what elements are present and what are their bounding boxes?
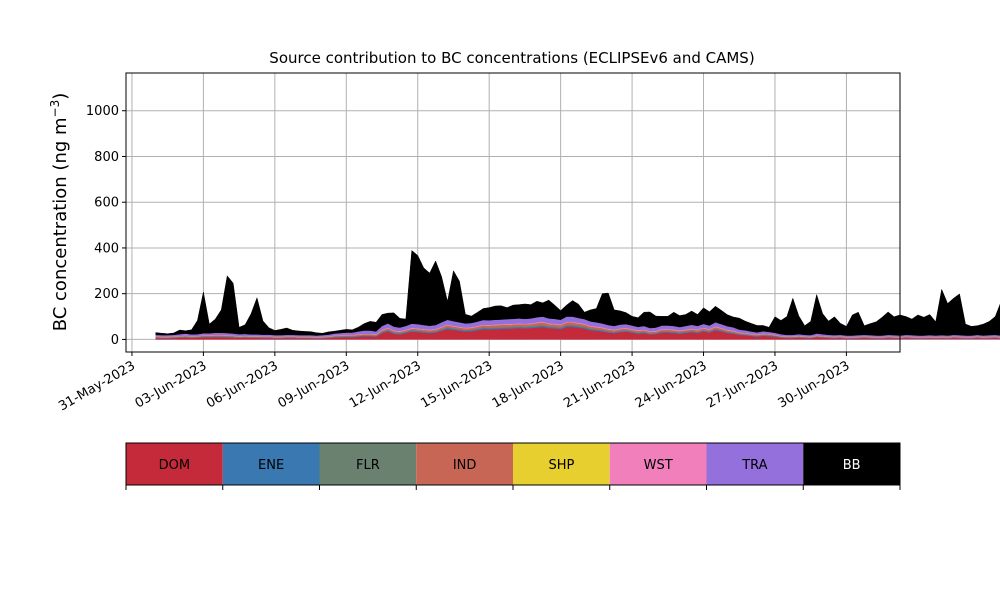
legend-label-tra: TRA bbox=[741, 458, 767, 473]
x-tick-label: 21-Jun-2023 bbox=[561, 358, 638, 411]
x-tick-label: 30-Jun-2023 bbox=[776, 358, 853, 411]
stacked-areas bbox=[155, 249, 1000, 340]
y-tick-label: 0 bbox=[111, 333, 119, 348]
y-axis-label-close: ) bbox=[50, 93, 71, 100]
legend-swatch-wst bbox=[609, 443, 707, 485]
y-axis-label-sup: −3 bbox=[48, 100, 62, 118]
x-tick-label: 12-Jun-2023 bbox=[347, 358, 424, 411]
y-tick-label: 200 bbox=[94, 287, 119, 302]
x-tick-label: 27-Jun-2023 bbox=[704, 358, 781, 411]
x-tick-label: 31-May-2023 bbox=[56, 358, 138, 414]
legend-label-ene: ENE bbox=[258, 458, 284, 473]
x-tick-label: 18-Jun-2023 bbox=[490, 358, 567, 411]
y-axis-label: BC concentration (ng m−3) bbox=[48, 93, 71, 332]
y-axis-label-main: BC concentration (ng m bbox=[50, 117, 71, 331]
legend-swatch-ene bbox=[222, 443, 320, 485]
x-tick-label: 09-Jun-2023 bbox=[275, 358, 352, 411]
x-tick-label: 03-Jun-2023 bbox=[133, 358, 210, 411]
x-tick-label: 06-Jun-2023 bbox=[204, 358, 281, 411]
area-bb bbox=[155, 249, 1000, 336]
x-tick-label: 24-Jun-2023 bbox=[633, 358, 710, 411]
legend-swatch-dom bbox=[126, 443, 223, 485]
legend: DOM ENE FLR IND SHP WST TRA BB bbox=[125, 442, 901, 490]
legend-swatch-bb bbox=[803, 443, 900, 485]
legend-swatch-flr bbox=[319, 443, 417, 485]
x-tick-label: 15-Jun-2023 bbox=[418, 358, 495, 411]
y-tick-label: 800 bbox=[94, 150, 119, 165]
legend-label-ind: IND bbox=[453, 458, 477, 473]
legend-label-shp: SHP bbox=[548, 458, 574, 473]
axes: 0200400600800100031-May-202303-Jun-20230… bbox=[56, 72, 901, 414]
legend-swatch-tra bbox=[706, 443, 804, 485]
legend-label-bb: BB bbox=[843, 458, 861, 473]
y-tick-label: 600 bbox=[94, 196, 119, 211]
legend-label-dom: DOM bbox=[159, 458, 190, 473]
legend-swatch-ind bbox=[416, 443, 513, 485]
y-tick-label: 1000 bbox=[86, 104, 119, 119]
legend-swatch-shp bbox=[513, 443, 610, 485]
y-tick-label: 400 bbox=[94, 241, 119, 256]
plot-frame bbox=[125, 72, 901, 353]
legend-label-wst: WST bbox=[644, 458, 673, 473]
svg-text:BC concentration (ng m−3): BC concentration (ng m−3) bbox=[48, 93, 71, 332]
legend-label-flr: FLR bbox=[356, 458, 380, 473]
chart-title: Source contribution to BC concentrations… bbox=[269, 49, 754, 67]
